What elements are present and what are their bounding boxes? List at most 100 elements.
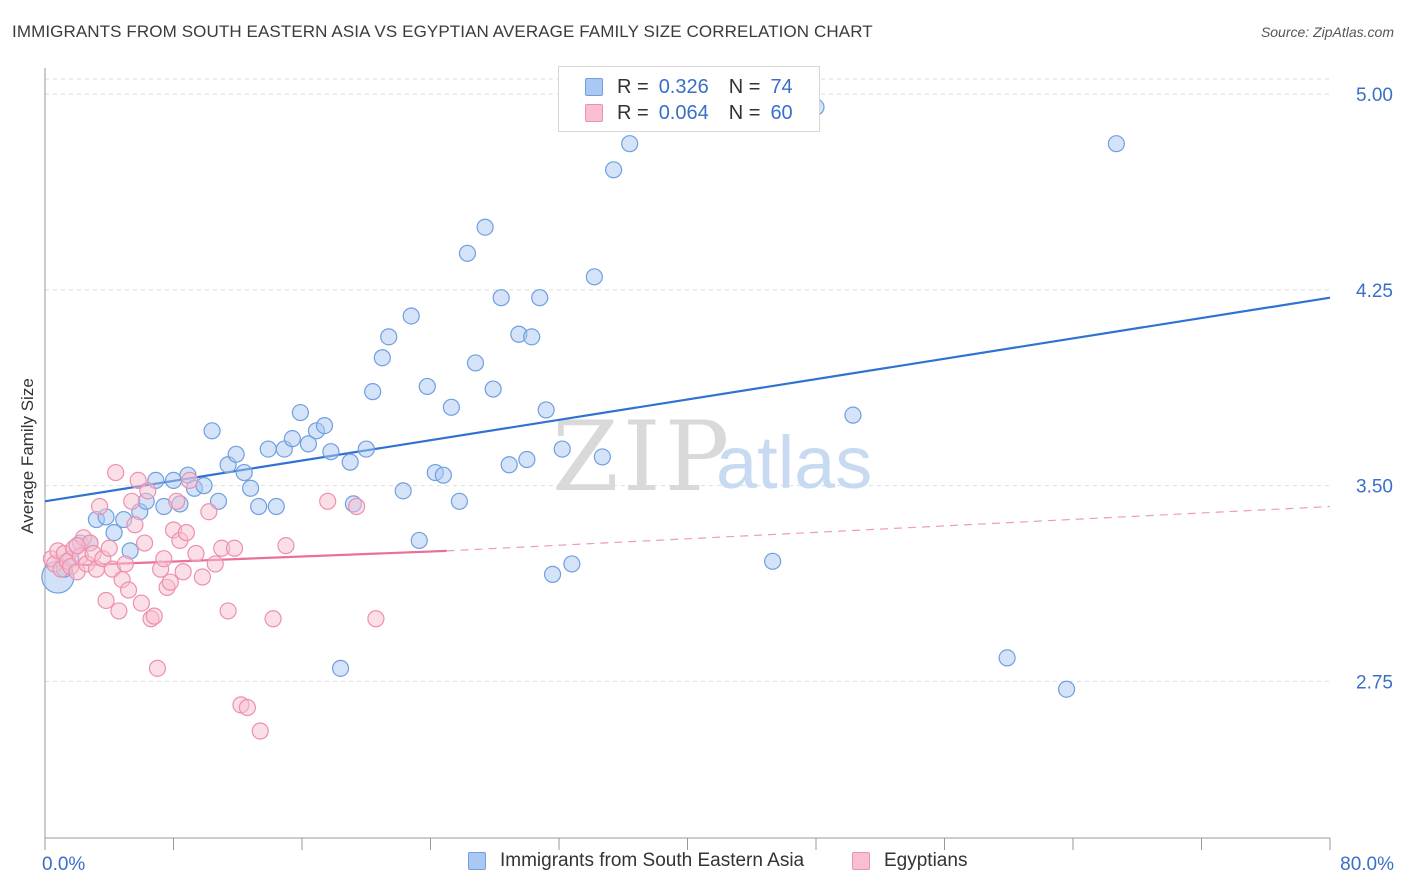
- y-axis-label: Average Family Size: [18, 378, 37, 534]
- legend-r-value-pink: 0.064: [658, 101, 709, 124]
- data-point: [259, 440, 277, 458]
- data-point: [251, 722, 269, 740]
- data-point: [585, 268, 603, 286]
- series-legend-label-pink: Egyptians: [884, 850, 968, 871]
- data-point: [380, 328, 398, 346]
- axes: [44, 68, 1331, 850]
- data-point: [450, 492, 469, 510]
- data-point: [195, 477, 213, 495]
- data-point: [203, 422, 221, 440]
- data-point: [418, 377, 436, 396]
- legend-n-value-pink: 60: [770, 101, 793, 124]
- data-points: [41, 98, 1125, 740]
- data-point: [373, 349, 391, 367]
- data-point: [605, 161, 623, 179]
- data-point: [998, 649, 1016, 667]
- data-point: [322, 443, 340, 461]
- gridlines: [45, 78, 1330, 682]
- legend-row-pink: R = 0.064 N = 60: [585, 101, 793, 125]
- data-point: [410, 531, 428, 550]
- data-point: [105, 524, 123, 542]
- data-point: [331, 659, 350, 677]
- legend-r-value-blue: 0.326: [658, 75, 709, 98]
- data-point: [277, 537, 295, 555]
- data-point: [145, 607, 163, 625]
- data-point: [225, 539, 244, 557]
- watermark-atlas: atlas: [716, 421, 872, 504]
- data-point: [110, 602, 128, 620]
- legend-swatch-blue: [585, 78, 603, 96]
- data-point: [500, 456, 518, 474]
- data-point: [531, 289, 549, 307]
- data-point: [537, 401, 555, 419]
- legend-n-label: N =: [728, 101, 761, 124]
- data-point: [123, 492, 141, 510]
- data-point: [97, 591, 115, 610]
- data-point: [180, 471, 199, 490]
- data-point: [553, 440, 571, 458]
- data-point: [442, 398, 460, 416]
- y-tick-label: 2.75: [1356, 672, 1393, 693]
- data-point: [299, 435, 318, 453]
- series-legend-item-pink: Egyptians: [852, 850, 967, 872]
- data-point: [844, 406, 862, 424]
- data-point: [219, 602, 237, 620]
- data-point: [476, 218, 494, 236]
- series-swatch-pink: [852, 852, 870, 870]
- data-point: [139, 482, 157, 500]
- y-tick-label: 3.50: [1356, 477, 1393, 498]
- data-point: [126, 516, 144, 534]
- correlation-legend: R = 0.326 N = 74 R = 0.064 N = 60: [558, 66, 820, 132]
- data-point: [200, 503, 218, 521]
- data-point: [119, 581, 138, 599]
- data-point: [593, 448, 611, 466]
- data-point: [563, 555, 581, 573]
- data-point: [434, 466, 452, 484]
- data-point: [764, 552, 782, 570]
- legend-n-label: N =: [728, 75, 761, 98]
- x-tick-label: 80.0%: [1340, 854, 1394, 875]
- data-point: [1057, 680, 1076, 698]
- data-point: [283, 430, 301, 448]
- data-point: [250, 497, 268, 516]
- data-point: [1107, 135, 1125, 153]
- data-point: [235, 463, 253, 482]
- data-point: [148, 659, 167, 677]
- data-point: [100, 539, 118, 557]
- data-point: [458, 244, 477, 262]
- data-point: [174, 563, 192, 581]
- data-point: [357, 440, 375, 458]
- data-point: [187, 544, 205, 563]
- legend-r-label: R =: [617, 75, 649, 98]
- data-point: [164, 471, 183, 490]
- trend-line-pink-extension: [446, 505, 1331, 552]
- data-point: [91, 497, 109, 516]
- data-point: [518, 450, 536, 469]
- data-point: [68, 537, 86, 555]
- watermark-zip: ZIP: [552, 401, 733, 513]
- data-point: [238, 698, 256, 717]
- data-point: [543, 565, 562, 583]
- y-tick-label: 4.25: [1356, 281, 1393, 302]
- legend-r-label: R =: [617, 101, 649, 124]
- data-point: [168, 492, 186, 510]
- data-point: [364, 383, 382, 401]
- data-point: [621, 135, 639, 153]
- data-point: [155, 550, 173, 568]
- data-point: [206, 555, 224, 573]
- data-point: [348, 497, 366, 516]
- tick-labels: 2.75 3.50 4.25 5.00 0.0% 80.0%: [42, 85, 1394, 875]
- data-point: [523, 328, 541, 346]
- data-point: [267, 497, 285, 516]
- data-point: [319, 492, 337, 510]
- trend-line-blue: [44, 296, 1331, 503]
- data-point: [135, 534, 154, 552]
- data-point: [264, 610, 282, 628]
- data-point: [227, 445, 245, 463]
- x-tick-label: 0.0%: [42, 854, 85, 875]
- chart-title: IMMIGRANTS FROM SOUTH EASTERN ASIA VS EG…: [12, 22, 873, 41]
- data-point: [341, 453, 359, 471]
- series-swatch-blue: [468, 852, 486, 870]
